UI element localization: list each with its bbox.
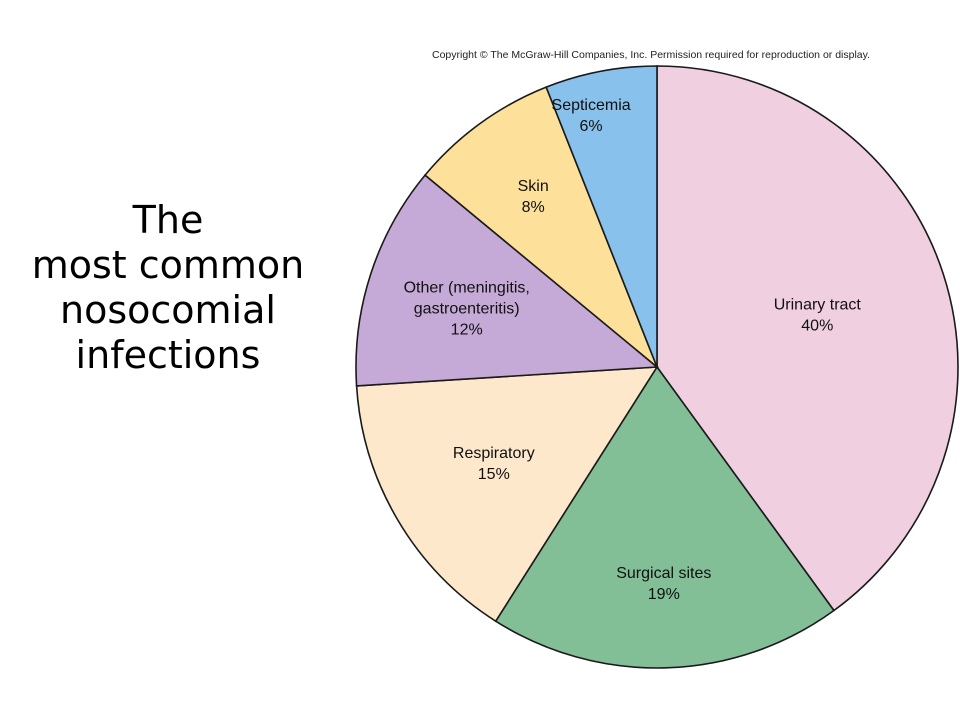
pie-label-skin: Skin 8% [518, 178, 549, 216]
pie-label-line-respiratory: Respiratory [453, 445, 535, 462]
pie-value-surgical-sites: 19% [648, 586, 680, 603]
pie-slice-surgical-sites [494, 365, 836, 669]
pie-value-other: 12% [451, 321, 483, 338]
copyright-notice: Copyright © The McGraw-Hill Companies, I… [432, 49, 871, 61]
pie-labels: Urinary tract 40% Surgical sites 19% Respira… [404, 97, 862, 603]
pie-slice-urinary-tract [656, 65, 959, 612]
pie-label-respiratory: Respiratory 15% [453, 445, 535, 483]
title-line-4: infections [75, 333, 261, 377]
pie-value-urinary-tract: 40% [801, 317, 833, 334]
pie-value-septicemia: 6% [580, 118, 603, 135]
title-line-1: The [132, 198, 204, 242]
pie-label-line-skin: Skin [518, 178, 549, 195]
pie-value-respiratory: 15% [478, 466, 510, 483]
pie-value-skin: 8% [522, 199, 545, 216]
pie-label-line-urinary-tract: Urinary tract [774, 296, 862, 313]
pie-label-line-other: Other (meningitis, [404, 279, 530, 296]
pie-slice-skin [423, 86, 658, 368]
pie-slice-other [355, 174, 660, 387]
title-line-3: nosocomial [60, 288, 276, 332]
pie-label-line-surgical-sites: Surgical sites [616, 565, 711, 582]
slide-title: The most common nosocomial infections [0, 198, 336, 378]
pie-label-other: Other (meningitis, gastroenteritis) 12% [404, 279, 530, 338]
pie-label-septicemia: Septicemia 6% [552, 97, 631, 135]
pie-slice-respiratory [355, 366, 659, 623]
pie-slices [355, 65, 959, 669]
title-line-2: most common [31, 243, 305, 287]
pie-label-line-other: gastroenteritis) [414, 300, 520, 317]
pie-label-surgical-sites: Surgical sites 19% [616, 565, 711, 603]
pie-label-urinary-tract: Urinary tract 40% [774, 296, 862, 334]
pie-label-line-septicemia: Septicemia [552, 97, 631, 114]
pie-slice-septicemia [545, 65, 658, 368]
